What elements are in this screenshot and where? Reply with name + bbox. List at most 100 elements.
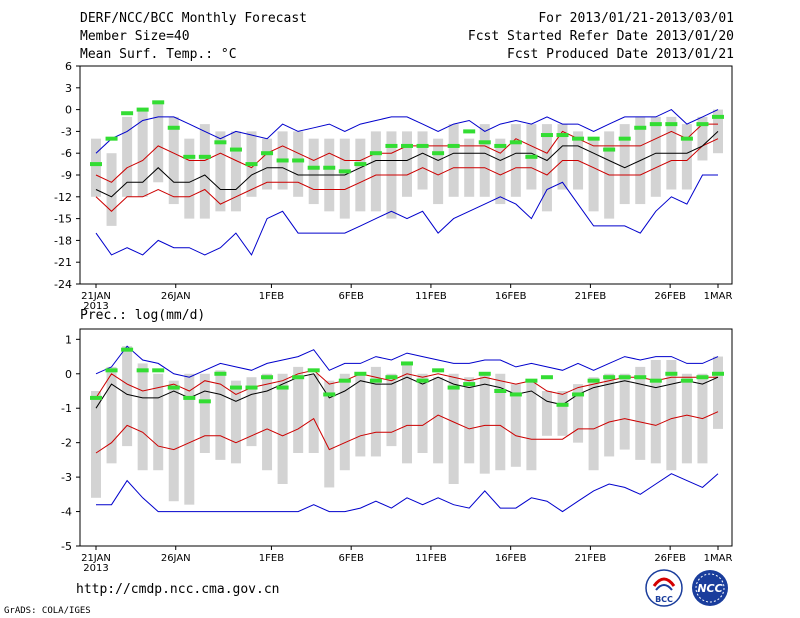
temp-min-line	[95, 174, 718, 256]
precip-box-33	[604, 373, 615, 457]
temp-obs-marker-9	[229, 147, 242, 152]
precip-box-24	[464, 377, 475, 464]
precip-obs-marker-35	[634, 375, 647, 380]
temp-ytick-label: -6	[61, 147, 72, 160]
precip-obs-marker-0	[90, 395, 102, 400]
precip-xtick-label: 16FEB	[495, 553, 527, 564]
temp-box-0	[91, 138, 101, 197]
precip-obs-marker-23	[447, 385, 460, 390]
precip-obs-marker-29	[540, 375, 553, 380]
temp-obs-marker-30	[556, 133, 569, 138]
temp-box-20	[402, 131, 412, 197]
temp-ytick-label: 3	[65, 82, 72, 95]
precip-obs-marker-18	[369, 378, 382, 383]
precip-box-2	[122, 346, 133, 447]
ncc-logo-icon: NCC	[692, 570, 728, 606]
temp-box-4	[153, 102, 164, 183]
temp-ytick-label: -18	[54, 234, 72, 247]
precip-obs-marker-14	[307, 368, 320, 373]
precip-obs-marker-10	[245, 385, 258, 390]
precip-obs-marker-17	[354, 371, 367, 376]
temp-ytick-label: 6	[65, 60, 72, 73]
temp-obs-marker-20	[401, 143, 413, 148]
temp-obs-marker-16	[338, 169, 351, 174]
precip-obs-marker-12	[276, 385, 289, 390]
precip-obs-marker-19	[385, 375, 398, 380]
temp-box-27	[510, 124, 521, 197]
temp-box-2	[122, 116, 133, 197]
precip-box-31	[573, 384, 584, 443]
precip-box-30	[557, 391, 568, 436]
temp-obs-marker-10	[245, 162, 258, 167]
temp-box-13	[293, 131, 304, 197]
precip-obs-marker-3	[136, 368, 149, 373]
precip-mean-line	[95, 373, 719, 409]
temp-box-11	[262, 138, 273, 190]
temp-box-38	[681, 124, 692, 190]
temp-obs-marker-26	[494, 143, 507, 148]
precip-box-11	[262, 373, 273, 471]
precip-ytick-label: -2	[61, 437, 72, 450]
precip-obs-marker-1	[105, 368, 118, 373]
precip-xtick-label: 21FEB	[575, 553, 607, 564]
temp-ytick-label: -3	[61, 125, 72, 138]
precip-box-5	[168, 380, 179, 502]
precip-xtick-label: 6FEB	[339, 553, 364, 564]
precip-box-37	[666, 360, 677, 471]
precip-obs-marker-36	[649, 378, 662, 383]
temp-obs-marker-11	[261, 151, 274, 156]
precip-box-18	[370, 366, 381, 457]
ncc-logo: NCC	[690, 568, 730, 608]
precip-obs-marker-2	[121, 347, 134, 352]
precip-xtick-label: 1FEB	[259, 553, 284, 564]
temp-obs-marker-0	[90, 162, 102, 167]
precip-obs-marker-5	[167, 385, 180, 390]
precip-box-13	[293, 366, 304, 453]
temp-obs-marker-29	[540, 133, 553, 138]
precip-box-23	[448, 373, 459, 484]
precip-xtick-sublabel: 2013	[83, 563, 108, 574]
precip-ytick-label: -1	[61, 402, 72, 415]
temp-xtick-label: 11FEB	[415, 291, 447, 302]
precip-box-28	[526, 380, 537, 471]
precip-obs-marker-30	[556, 402, 569, 407]
precip-box-35	[635, 366, 646, 460]
grads-credit: GrADS: COLA/IGES	[4, 606, 91, 616]
temp-obs-marker-15	[323, 165, 336, 170]
source-url[interactable]: http://cmdp.ncc.cma.gov.cn	[76, 582, 280, 597]
precip-box-36	[650, 360, 661, 464]
precip-box-8	[215, 370, 226, 460]
temp-box-22	[433, 138, 444, 205]
temp-ytick-label: -12	[54, 191, 72, 204]
temp-xtick-label: 26JAN	[161, 291, 191, 302]
temp-box-3	[137, 109, 148, 197]
temp-box-1	[106, 153, 117, 226]
precip-box-27	[510, 384, 521, 467]
precip-obs-marker-7	[198, 399, 211, 404]
precip-xtick-label: 11FEB	[415, 553, 447, 564]
temp-obs-marker-4	[152, 100, 165, 105]
temp-ytick-label: -24	[54, 278, 72, 291]
temp-obs-marker-5	[167, 125, 180, 130]
precip-obs-marker-4	[152, 368, 165, 373]
temp-obs-marker-35	[634, 125, 647, 130]
precip-obs-marker-24	[463, 382, 476, 387]
temp-obs-marker-36	[649, 122, 662, 127]
temp-box-23	[448, 124, 459, 197]
temp-obs-marker-27	[509, 140, 522, 145]
forecast-period-label: For 2013/01/21-2013/03/01	[538, 11, 734, 26]
temp-box-7	[199, 124, 210, 219]
precip-box-12	[277, 373, 288, 484]
precip-ytick-label: -4	[61, 506, 72, 519]
temp-obs-marker-1	[105, 136, 118, 141]
precip-obs-marker-13	[292, 375, 305, 380]
precip-obs-marker-28	[525, 378, 538, 383]
temp-obs-marker-23	[447, 143, 460, 148]
precip-box-34	[619, 373, 630, 450]
temp-box-26	[495, 138, 506, 205]
temp-box-29	[541, 124, 552, 212]
precip-obs-marker-16	[338, 378, 351, 383]
temp-ytick-label: -15	[54, 213, 72, 226]
temp-xtick-label: 21FEB	[575, 291, 607, 302]
precip-obs-marker-8	[214, 371, 227, 376]
